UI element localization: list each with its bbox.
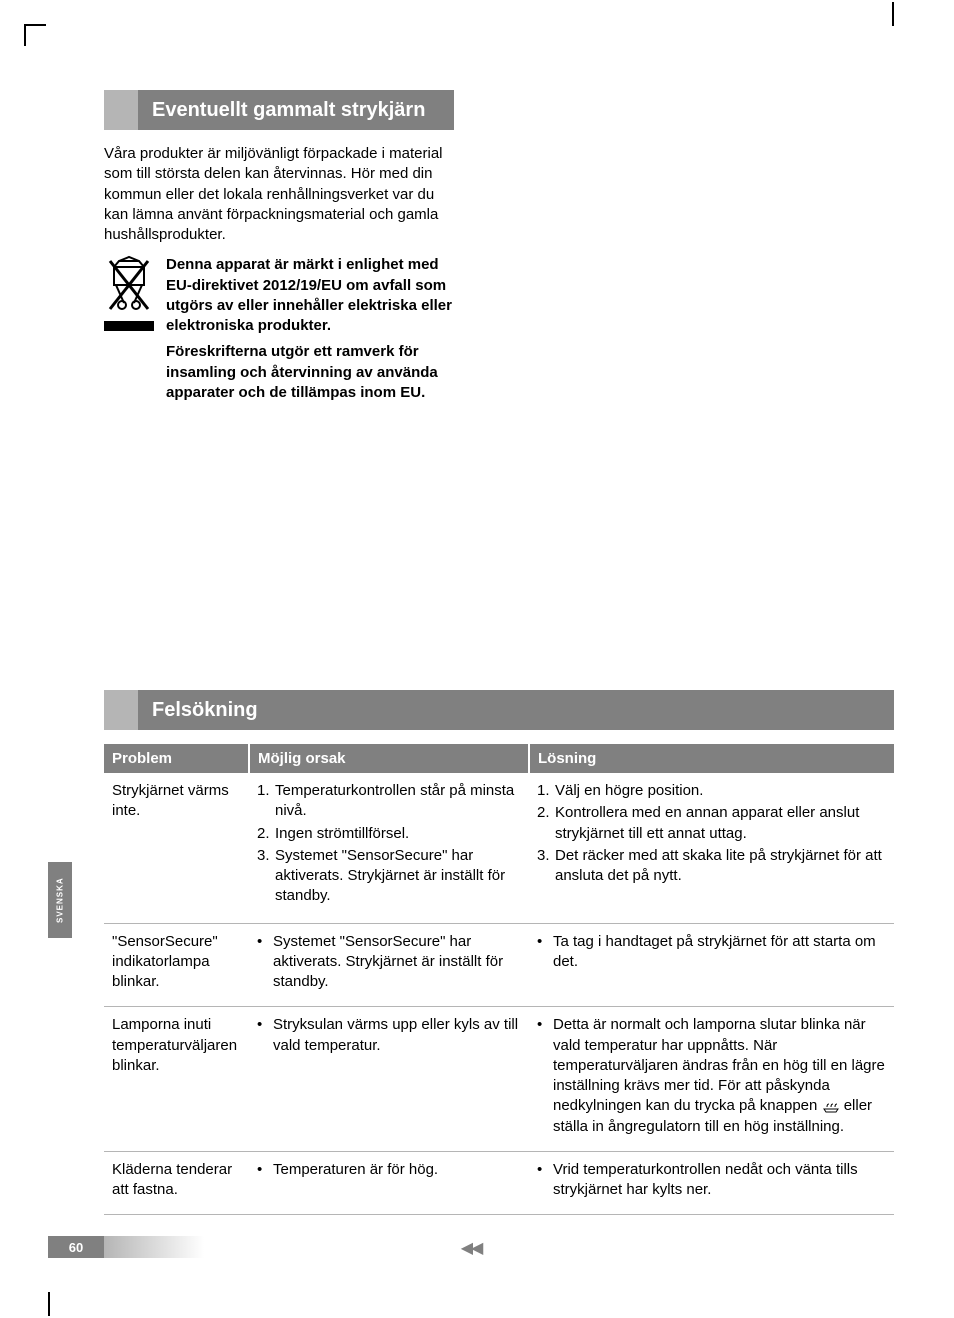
cell-cause: •Systemet "SensorSecure" har aktiverats.… — [249, 923, 529, 1007]
table-row: Kläderna tenderar att fastna.•Temperatur… — [104, 1151, 894, 1215]
section1-tab — [104, 90, 138, 130]
cell-cause: •Stryksulan värms upp eller kyls av till… — [249, 1007, 529, 1152]
cell-cause: •Temperaturen är för hög. — [249, 1151, 529, 1215]
footer-arrows-icon: ◀◀ — [461, 1238, 482, 1258]
section-old-iron: Eventuellt gammalt strykjärn — [104, 90, 454, 130]
weee-paragraph-1: Denna apparat är märkt i enlighet med EU… — [166, 255, 464, 336]
page-number-fade — [104, 1236, 204, 1258]
section2-title: Felsökning — [138, 690, 894, 730]
section2-tab — [104, 690, 138, 730]
crop-mark-bl — [48, 1292, 50, 1316]
weee-text: Denna apparat är märkt i enlighet med EU… — [166, 255, 464, 409]
troubleshoot-table: Problem Möjlig orsak Lösning Strykjärnet… — [104, 744, 894, 1215]
weee-underline-bar — [104, 321, 154, 331]
crop-mark-tl — [24, 24, 46, 46]
section1-header: Eventuellt gammalt strykjärn — [104, 90, 454, 130]
cell-problem: "SensorSecure" indikatorlampa blinkar. — [104, 923, 249, 1007]
cell-solution: •Ta tag i handtaget på strykjärnet för a… — [529, 923, 894, 1007]
section2-header: Felsökning — [104, 690, 894, 730]
section-troubleshooting: Felsökning Problem Möjlig orsak Lösning … — [48, 690, 894, 1215]
col-header-cause: Möjlig orsak — [249, 744, 529, 773]
cell-problem: Kläderna tenderar att fastna. — [104, 1151, 249, 1215]
weee-icon — [104, 255, 154, 409]
page-content: Eventuellt gammalt strykjärn Våra produk… — [48, 30, 894, 1288]
cell-solution: 1.Välj en högre position.2.Kontrollera m… — [529, 773, 894, 923]
table-row: "SensorSecure" indikatorlampa blinkar.•S… — [104, 923, 894, 1007]
col-header-solution: Lösning — [529, 744, 894, 773]
cell-problem: Strykjärnet värms inte. — [104, 773, 249, 923]
page-number: 60 — [48, 1236, 104, 1258]
cell-solution: •Vrid temperaturkontrollen nedåt och vän… — [529, 1151, 894, 1215]
page-number-box: 60 — [48, 1236, 204, 1258]
col-header-problem: Problem — [104, 744, 249, 773]
table-row: Lamporna inuti temperaturväljaren blinka… — [104, 1007, 894, 1152]
page-footer: 60 ◀◀ — [48, 1236, 894, 1258]
table-header-row: Problem Möjlig orsak Lösning — [104, 744, 894, 773]
cell-solution: •Detta är normalt och lamporna slutar bl… — [529, 1007, 894, 1152]
cell-cause: 1.Temperaturkontrollen står på minsta ni… — [249, 773, 529, 923]
crop-mark-tr — [892, 2, 894, 26]
weee-paragraph-2: Föreskrifterna utgör ett ramverk för ins… — [166, 342, 464, 403]
weee-block: Denna apparat är märkt i enlighet med EU… — [104, 255, 464, 409]
table-row: Strykjärnet värms inte.1.Temperaturkontr… — [104, 773, 894, 923]
section1-intro: Våra produkter är miljövänligt förpackad… — [104, 144, 454, 245]
cell-problem: Lamporna inuti temperaturväljaren blinka… — [104, 1007, 249, 1152]
language-tab: SVENSKA — [48, 862, 72, 938]
section1-title: Eventuellt gammalt strykjärn — [138, 90, 454, 130]
